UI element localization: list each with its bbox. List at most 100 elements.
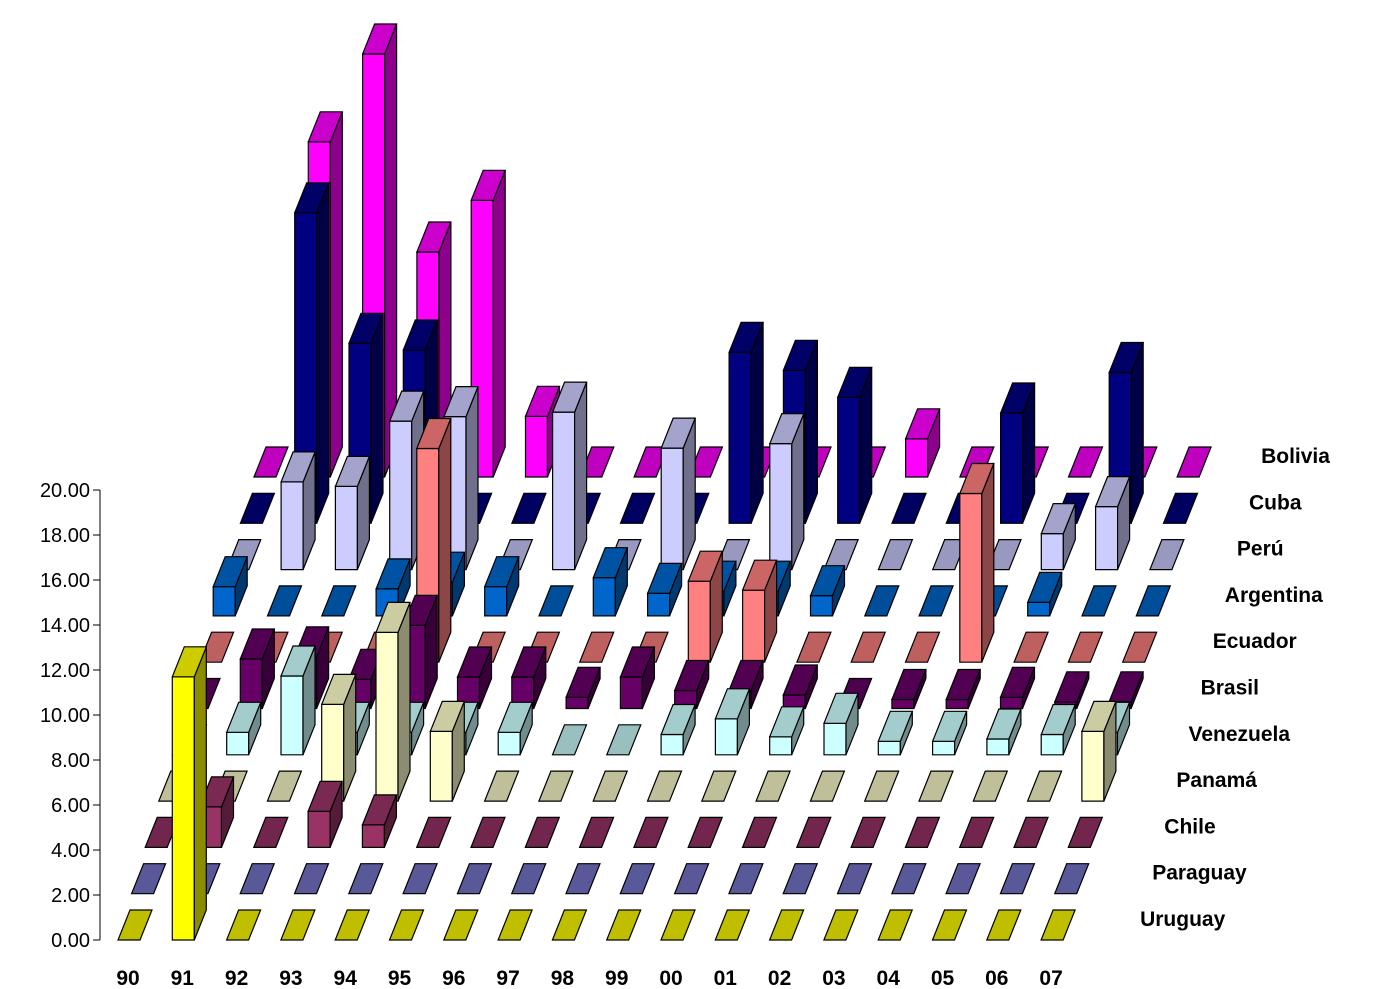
y-tick-label: 0.00 <box>51 930 90 952</box>
bar <box>986 538 1022 571</box>
bar <box>687 550 724 663</box>
series-label: Ecuador <box>1213 630 1297 653</box>
bar <box>225 909 262 941</box>
bar <box>565 666 601 710</box>
bar <box>253 446 289 478</box>
bar <box>700 770 737 802</box>
bar <box>1081 585 1117 617</box>
bar <box>592 547 629 617</box>
x-category-label: 03 <box>822 967 845 989</box>
x-category-label: 98 <box>551 967 575 989</box>
bar <box>442 909 479 941</box>
bar <box>836 863 873 895</box>
series-label: Uruguay <box>1140 908 1226 931</box>
bar <box>918 770 954 802</box>
bar <box>1040 503 1077 571</box>
bar <box>239 628 276 710</box>
bar <box>551 909 588 941</box>
bar <box>633 816 669 849</box>
bar <box>1013 816 1049 849</box>
bars <box>117 23 1212 941</box>
bar <box>429 700 466 802</box>
bar <box>687 446 724 478</box>
bar <box>1026 571 1063 617</box>
x-category-label: 91 <box>171 967 195 989</box>
bar <box>728 321 764 524</box>
series-label: Argentina <box>1225 584 1323 607</box>
bar <box>891 668 927 710</box>
bar <box>266 770 303 802</box>
y-tick-label: 12.00 <box>40 660 90 682</box>
bar <box>619 492 656 524</box>
bar <box>375 601 411 802</box>
bar <box>809 770 846 802</box>
bar <box>510 646 547 710</box>
x-category-label: 07 <box>1039 967 1062 989</box>
bar <box>171 646 208 941</box>
bar <box>402 863 438 895</box>
x-category-label: 99 <box>605 967 628 989</box>
x-category-label: 93 <box>279 967 302 989</box>
bar <box>266 585 303 617</box>
y-tick-label: 10.00 <box>40 705 90 727</box>
bar <box>1176 446 1212 478</box>
bar <box>280 451 316 571</box>
series-label: Brasil <box>1201 677 1259 700</box>
bar <box>796 631 832 663</box>
x-category-label: 90 <box>116 967 139 989</box>
bar <box>850 631 887 663</box>
bar <box>904 631 941 663</box>
bar <box>388 390 425 571</box>
bar <box>985 909 1022 941</box>
bar <box>320 673 357 802</box>
bar <box>1067 446 1104 478</box>
y-tick-label: 16.00 <box>40 570 90 592</box>
bar <box>334 909 371 941</box>
bar <box>823 692 859 756</box>
bar <box>782 863 819 895</box>
bar <box>877 538 914 571</box>
bar <box>361 794 398 849</box>
bar <box>809 565 846 617</box>
bar <box>646 770 683 802</box>
bar <box>470 169 507 478</box>
bar <box>714 909 751 941</box>
bar <box>1094 476 1131 571</box>
bar <box>741 816 778 849</box>
bar <box>538 770 574 802</box>
bar <box>877 909 914 941</box>
bar <box>904 408 941 478</box>
bar <box>1121 631 1158 663</box>
bar <box>415 816 452 849</box>
bar <box>510 863 547 895</box>
x-category-label: 05 <box>931 967 955 989</box>
bar <box>673 659 710 710</box>
bar <box>470 816 506 849</box>
bar <box>483 556 520 617</box>
bar <box>198 631 235 663</box>
y-tick-label: 8.00 <box>51 750 90 772</box>
bar <box>497 701 534 756</box>
bar <box>551 381 588 571</box>
bar <box>945 863 981 895</box>
bar <box>280 909 316 941</box>
bar <box>687 816 724 849</box>
bar <box>1067 631 1104 663</box>
series-label: Panamá <box>1176 769 1257 792</box>
bar <box>999 666 1036 710</box>
bar <box>1053 671 1090 710</box>
bar <box>320 585 357 617</box>
bar <box>945 668 982 710</box>
bar <box>958 462 995 663</box>
bar <box>1081 700 1117 802</box>
bar <box>673 863 710 895</box>
bar <box>592 770 629 802</box>
bar <box>1162 492 1199 524</box>
bar <box>1013 631 1049 663</box>
x-category-label: 94 <box>334 967 358 989</box>
bar <box>863 770 900 802</box>
bar <box>741 559 778 663</box>
bar <box>578 446 615 478</box>
series-label: Venezuela <box>1189 723 1291 746</box>
